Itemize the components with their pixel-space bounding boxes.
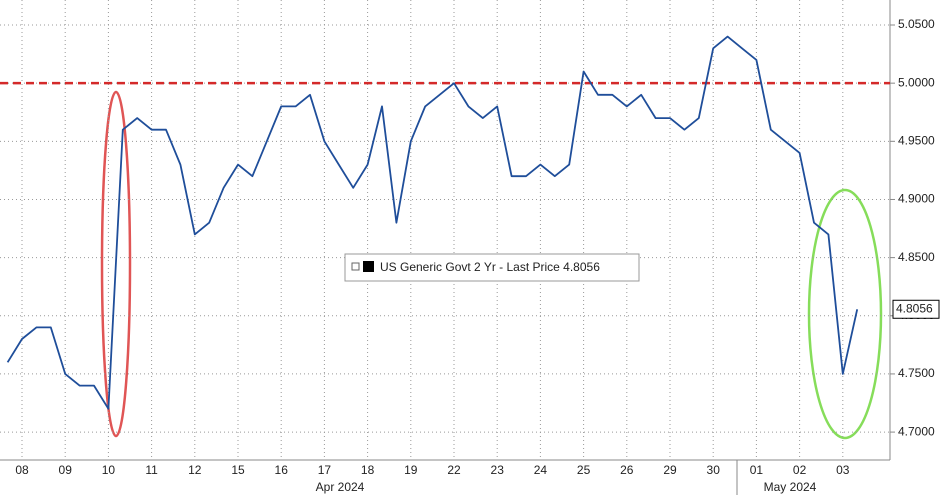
x-tick-label: 10 — [102, 463, 116, 477]
y-tick-label: 4.8500 — [898, 250, 935, 264]
highlight-ellipse — [100, 90, 132, 438]
x-tick-label: 08 — [15, 463, 29, 477]
y-tick-label: 4.9500 — [898, 133, 935, 147]
x-tick-label: 17 — [318, 463, 332, 477]
x-tick-label: 22 — [447, 463, 461, 477]
last-price-box — [892, 299, 940, 319]
y-tick-label: 5.0500 — [898, 17, 935, 31]
x-tick-label: 19 — [404, 463, 418, 477]
x-tick-label: 02 — [793, 463, 807, 477]
x-tick-label: 24 — [534, 463, 548, 477]
x-tick-label: 09 — [59, 463, 73, 477]
x-tick-label: 15 — [231, 463, 245, 477]
legend-icon — [351, 262, 360, 271]
month-label: Apr 2024 — [316, 480, 365, 494]
x-tick-label: 30 — [707, 463, 721, 477]
y-tick-label: 5.0000 — [898, 75, 935, 89]
month-label: May 2024 — [764, 480, 817, 494]
x-tick-label: 11 — [145, 463, 158, 477]
x-tick-label: 29 — [663, 463, 677, 477]
legend: US Generic Govt 2 Yr - Last Price 4.8056 — [344, 253, 640, 282]
x-tick-label: 26 — [620, 463, 634, 477]
x-tick-label: 01 — [750, 463, 764, 477]
last-price-label: 4.8056 — [896, 301, 933, 315]
y-tick-label: 4.7000 — [898, 424, 935, 438]
x-tick-label: 23 — [491, 463, 505, 477]
x-tick-label: 16 — [275, 463, 289, 477]
legend-swatch — [363, 261, 374, 272]
highlight-ellipse — [807, 188, 883, 440]
x-tick-label: 25 — [577, 463, 591, 477]
x-tick-label: 03 — [836, 463, 850, 477]
price-line — [6, 35, 859, 410]
x-tick-label: 18 — [361, 463, 375, 477]
y-tick-label: 4.7500 — [898, 366, 935, 380]
legend-box — [344, 253, 640, 282]
legend-text: US Generic Govt 2 Yr - Last Price 4.8056 — [380, 260, 600, 274]
y-tick-label: 4.9000 — [898, 192, 935, 206]
x-tick-label: 12 — [188, 463, 202, 477]
